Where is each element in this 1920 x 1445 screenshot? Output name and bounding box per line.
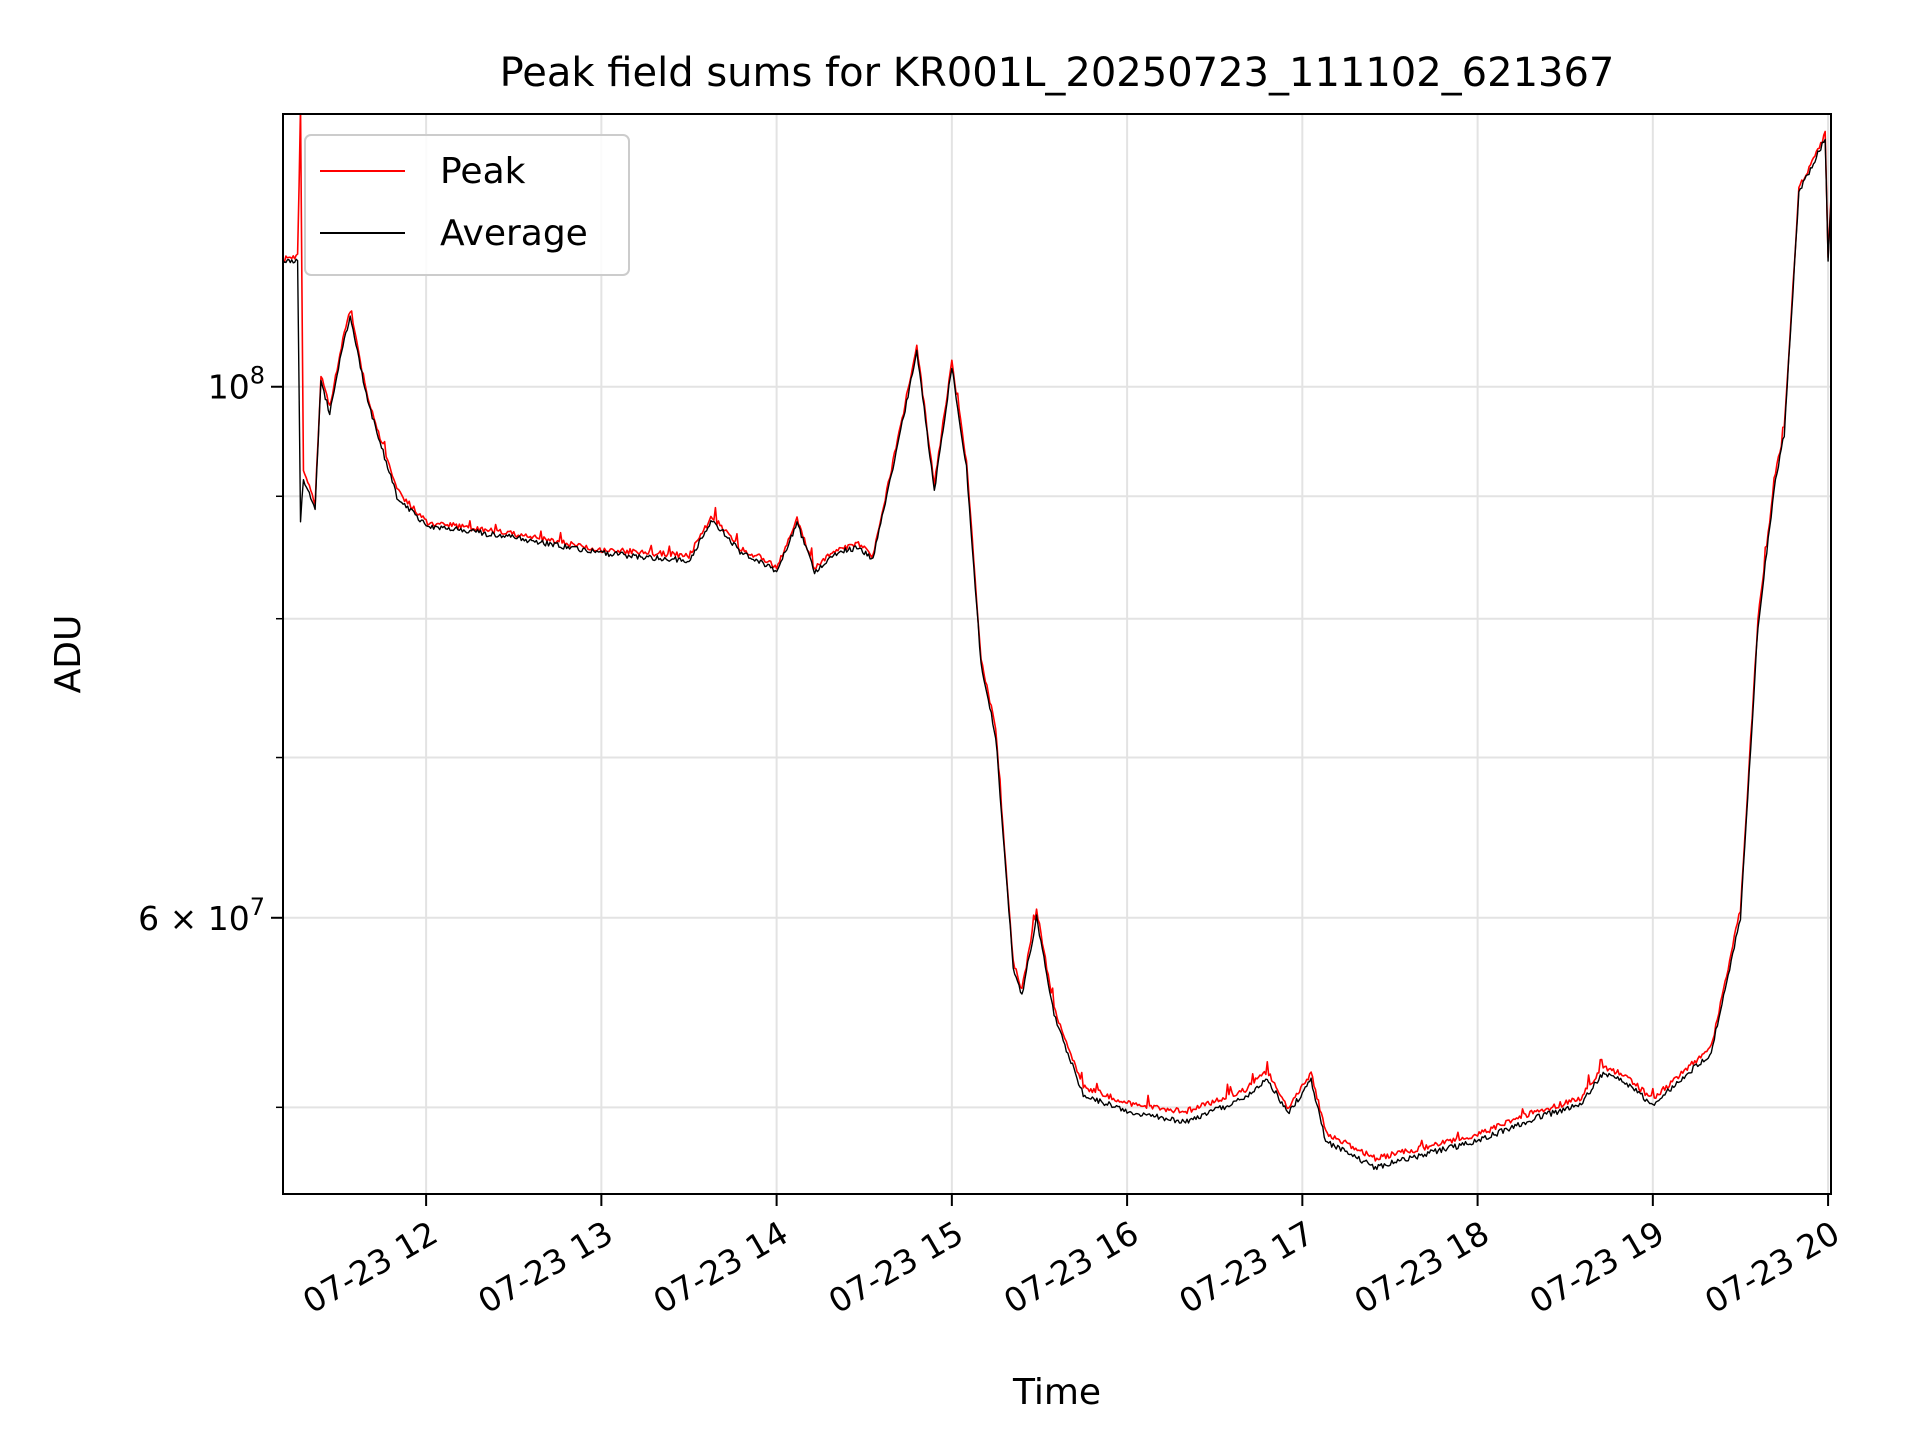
legend-label-peak: Peak: [440, 151, 526, 192]
series-line-average: [283, 138, 1831, 1171]
x-axis-label: Time: [1012, 1372, 1101, 1413]
y-axis-ticks: 108 6 × 107: [138, 362, 283, 1109]
legend: Peak Average: [304, 134, 630, 276]
series-lines: [283, 114, 1831, 1171]
y-axis-label: ADU: [48, 615, 89, 694]
grid: [283, 114, 1831, 1194]
legend-label-average: Average: [440, 213, 588, 254]
y-tick-label: 6 × 107: [138, 893, 265, 938]
plot-frame: [282, 113, 1832, 1195]
chart-title: Peak field sums for KR001L_20250723_1111…: [500, 50, 1615, 96]
y-tick-label: 108: [208, 362, 265, 407]
